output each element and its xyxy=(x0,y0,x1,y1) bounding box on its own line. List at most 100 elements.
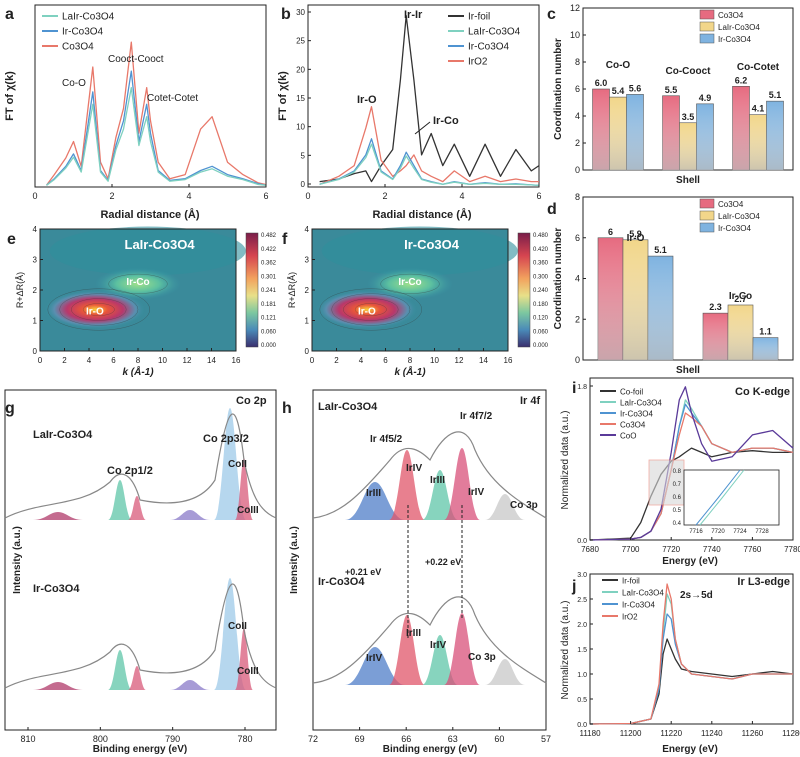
contour-line xyxy=(47,288,150,331)
annotation-arrow xyxy=(414,121,431,135)
annotation-2s-5d: 2s→5d xyxy=(680,590,713,601)
inset-y-tick-label: 0.7 xyxy=(673,482,682,488)
heatmap-label-ir-co: Ir-Co xyxy=(398,277,421,288)
peak-label-iriv: IrIII xyxy=(406,628,421,639)
x-tick-label: 2 xyxy=(334,356,339,365)
x-axis-label: Energy (eV) xyxy=(662,744,718,755)
y-tick-label: 2 xyxy=(575,138,580,148)
y-tick-label: 12 xyxy=(570,3,580,13)
legend-entry: Co3O4 xyxy=(62,42,94,53)
zoom-region xyxy=(648,459,685,506)
colorbar-tick-label: 0.060 xyxy=(533,329,549,335)
inset-y-tick-label: 0.5 xyxy=(673,508,682,514)
legend-entry: LaIr-Co3O4 xyxy=(468,27,521,38)
peak-satellite xyxy=(33,682,83,690)
category-label: Co-Cooct xyxy=(666,66,712,77)
y-tick-label: 0.0 xyxy=(577,722,587,729)
x-tick-label: 6 xyxy=(536,191,541,201)
x-tick-label: 11240 xyxy=(701,729,723,738)
colorbar-tick-label: 0.180 xyxy=(533,302,549,308)
bar-value-label: 5.9 xyxy=(629,229,642,239)
legend-entry: Ir-Co3O4 xyxy=(620,410,653,419)
x-axis-label: Shell xyxy=(676,175,700,186)
sample-label: LaIr-Co3O4 xyxy=(33,429,93,441)
panel-title: Ir 4f xyxy=(520,395,541,407)
panel-g: g LaIr-Co3O4 CoII CoIII Ir-Co3O4 CoII CoIII Co … xyxy=(4,389,277,755)
legend-entry: LaIr-Co3O4 xyxy=(718,23,760,32)
x-tick-label: 800 xyxy=(93,734,108,744)
bar-value-label: 6 xyxy=(608,227,613,237)
bar-shade xyxy=(753,337,778,360)
colorbar-tick-label: 0.422 xyxy=(261,247,277,253)
inset-y-tick-label: 0.8 xyxy=(673,469,682,475)
x-tick-label: 10 xyxy=(158,356,167,365)
x-tick-label: 63 xyxy=(448,734,458,744)
y-tick-label: 25 xyxy=(296,37,305,46)
legend-entry: Ir-Co3O4 xyxy=(718,224,751,233)
xps-envelope xyxy=(4,583,277,689)
bar-value-label: 6.0 xyxy=(595,78,608,88)
panel-letter: f xyxy=(282,231,288,248)
peak-co-2p3-coiii xyxy=(235,458,253,520)
series-line-Ir-Co3O4 xyxy=(319,138,540,187)
heatmap-label-ir-o: Ir-O xyxy=(358,306,376,317)
x-tick-label: 0 xyxy=(305,191,310,201)
legend-entry: Co3O4 xyxy=(718,200,744,209)
heatmap-band xyxy=(49,226,246,276)
contour-line xyxy=(71,298,127,321)
x-axis-label: k (Å-1) xyxy=(122,365,154,378)
panel-title: Co 2p xyxy=(236,395,267,407)
legend-swatch xyxy=(699,198,715,209)
y-axis-label: Coordination number xyxy=(553,38,564,140)
legend-swatch xyxy=(699,21,715,32)
colorbar-tick-label: 0.240 xyxy=(533,288,549,294)
x-axis-label: Shell xyxy=(676,365,700,376)
xps-envelope xyxy=(312,431,547,519)
legend-swatch xyxy=(699,33,715,44)
annotation-co-o: Co-O xyxy=(62,78,86,89)
plot-frame xyxy=(4,389,277,731)
colorbar-tick-label: 0.241 xyxy=(261,288,277,294)
peak-satellite xyxy=(33,512,83,520)
contour-line xyxy=(319,288,422,331)
series-line-IrO2 xyxy=(589,583,793,725)
x-tick-label: 11260 xyxy=(742,729,764,738)
contour-line xyxy=(108,273,168,294)
peak-label-coii: CoII xyxy=(228,459,247,470)
peak-label-coiii: CoIII xyxy=(237,666,259,677)
y-tick-label: 0.0 xyxy=(577,538,587,545)
plot-frame xyxy=(312,389,547,731)
peak-co-2p1-coiii xyxy=(128,496,146,520)
colorbar-tick-label: 0.060 xyxy=(261,329,277,335)
x-tick-label: 2 xyxy=(382,191,387,201)
inset-x-tick-label: 7720 xyxy=(711,529,725,535)
x-tick-label: 4 xyxy=(359,356,364,365)
x-tick-label: 16 xyxy=(232,356,241,365)
category-label: Ir-Co xyxy=(729,291,752,302)
contour-line xyxy=(354,303,387,316)
x-tick-label: 4 xyxy=(87,356,92,365)
bar-value-label: 3.5 xyxy=(682,112,695,122)
x-tick-label: 7740 xyxy=(703,545,721,554)
peak-label-ir-4f52: Ir 4f5/2 xyxy=(370,434,403,445)
peak-label-co-3p: Co 3p xyxy=(510,500,538,511)
bar-shade xyxy=(766,101,784,170)
bar-value-label: 4.9 xyxy=(699,93,712,103)
bar-value-label: 2.7 xyxy=(734,294,747,304)
heatmap-ir-o-region xyxy=(43,290,146,330)
peak-iriii xyxy=(345,482,405,520)
x-axis-label: Binding energy (eV) xyxy=(93,744,187,755)
bar-value-label: 1.1 xyxy=(759,327,772,337)
x-tick-label: 0 xyxy=(32,191,37,201)
y-axis-label: FT of χ(k) xyxy=(277,71,289,121)
inset-x-tick-label: 7724 xyxy=(733,529,747,535)
y-tick-label: 3 xyxy=(33,256,38,265)
inset-frame xyxy=(683,469,780,526)
y-tick-label: 5 xyxy=(301,151,306,160)
x-tick-label: 11180 xyxy=(579,729,601,738)
y-tick-label: 15 xyxy=(296,94,305,103)
peak-label-co-2p1: Co 2p1/2 xyxy=(107,465,153,477)
panel-i: i Co-foil LaIr-Co3O4 Ir-Co3O4 Co3O4 CoO Co K-e… xyxy=(560,377,800,567)
contour-line xyxy=(82,303,115,316)
